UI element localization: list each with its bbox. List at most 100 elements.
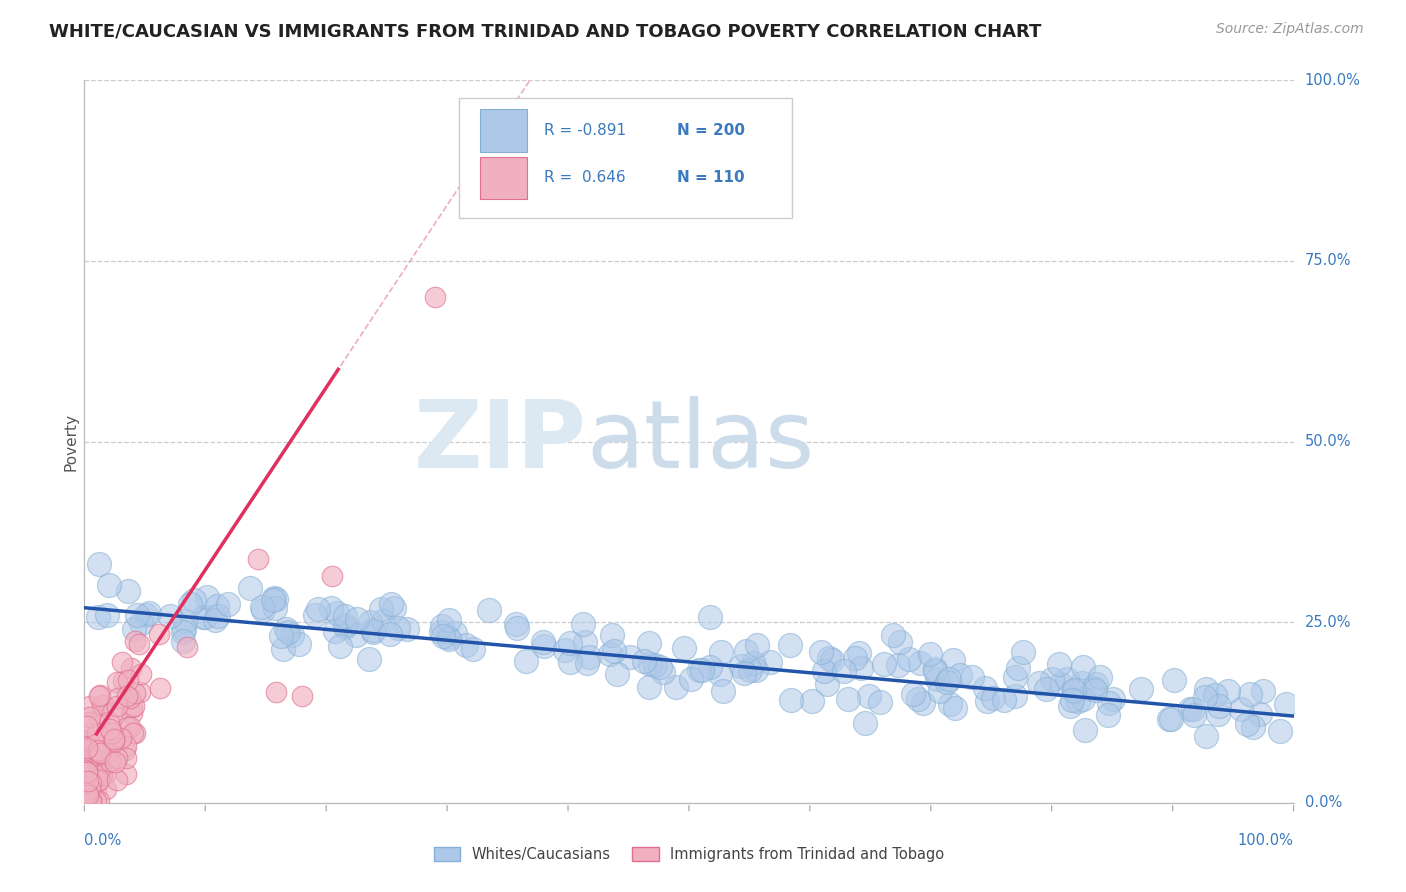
- Point: [264, 600, 287, 615]
- Point: [918, 647, 941, 661]
- Point: [463, 642, 485, 657]
- Point: [515, 654, 537, 668]
- Point: [114, 743, 136, 757]
- Point: [558, 655, 581, 669]
- Point: [79, 794, 101, 808]
- Point: [122, 726, 145, 740]
- Point: [454, 638, 477, 652]
- Point: [924, 662, 946, 676]
- Point: [91, 746, 114, 760]
- Point: [111, 655, 134, 669]
- Point: [396, 622, 419, 636]
- Point: [76, 741, 98, 756]
- Point: [276, 622, 298, 636]
- Text: N = 110: N = 110: [676, 170, 744, 186]
- Point: [105, 674, 128, 689]
- Point: [927, 673, 949, 687]
- Point: [76, 743, 98, 757]
- Text: ZIP: ZIP: [413, 395, 586, 488]
- Point: [128, 637, 150, 651]
- Point: [939, 697, 962, 711]
- Point: [478, 603, 501, 617]
- Text: 75.0%: 75.0%: [1305, 253, 1351, 268]
- Point: [844, 651, 866, 665]
- Text: WHITE/CAUCASIAN VS IMMIGRANTS FROM TRINIDAD AND TOBAGO POVERTY CORRELATION CHART: WHITE/CAUCASIAN VS IMMIGRANTS FROM TRINI…: [49, 22, 1042, 40]
- Point: [346, 628, 368, 642]
- Point: [264, 684, 287, 698]
- Point: [1182, 702, 1205, 716]
- Point: [928, 684, 950, 698]
- Point: [138, 606, 160, 620]
- Point: [110, 731, 132, 746]
- Point: [121, 706, 143, 720]
- Point: [76, 774, 98, 789]
- Point: [73, 794, 96, 808]
- Point: [938, 672, 960, 686]
- Point: [672, 641, 695, 656]
- Point: [976, 694, 998, 708]
- Text: 100.0%: 100.0%: [1237, 833, 1294, 848]
- Point: [1098, 696, 1121, 710]
- Point: [172, 624, 194, 639]
- Point: [935, 675, 957, 690]
- Point: [733, 665, 755, 680]
- Point: [117, 673, 139, 688]
- Point: [439, 632, 461, 646]
- Point: [115, 751, 138, 765]
- Point: [1060, 692, 1083, 706]
- Point: [263, 591, 285, 605]
- Legend: Whites/Caucasians, Immigrants from Trinidad and Tobago: Whites/Caucasians, Immigrants from Trini…: [427, 841, 950, 868]
- Point: [323, 624, 346, 639]
- Point: [1073, 723, 1095, 738]
- Point: [107, 751, 129, 765]
- Point: [1004, 670, 1026, 684]
- Text: Source: ZipAtlas.com: Source: ZipAtlas.com: [1216, 22, 1364, 37]
- Point: [949, 668, 972, 682]
- Point: [100, 755, 122, 769]
- Point: [333, 620, 356, 634]
- Point: [779, 638, 801, 652]
- Point: [576, 656, 599, 670]
- Point: [730, 659, 752, 673]
- Point: [94, 746, 117, 760]
- Point: [75, 794, 97, 808]
- Point: [1028, 676, 1050, 690]
- Point: [574, 634, 596, 648]
- Point: [79, 709, 101, 723]
- Point: [179, 597, 201, 611]
- Point: [173, 622, 195, 636]
- Point: [105, 699, 128, 714]
- Point: [692, 663, 714, 677]
- Point: [1160, 712, 1182, 726]
- Point: [82, 748, 104, 763]
- Point: [172, 633, 194, 648]
- Point: [901, 687, 924, 701]
- Point: [962, 670, 984, 684]
- Point: [191, 610, 214, 624]
- Point: [800, 693, 823, 707]
- Point: [848, 646, 870, 660]
- Point: [115, 689, 138, 703]
- Point: [75, 794, 97, 808]
- Point: [1241, 720, 1264, 734]
- Point: [758, 655, 780, 669]
- Point: [80, 761, 103, 775]
- Point: [619, 650, 641, 665]
- Point: [745, 638, 768, 652]
- Point: [361, 625, 384, 640]
- Point: [1236, 716, 1258, 731]
- Point: [326, 606, 349, 620]
- Point: [76, 760, 98, 774]
- Point: [73, 784, 96, 798]
- Point: [93, 698, 115, 712]
- Point: [307, 602, 329, 616]
- Point: [889, 635, 911, 649]
- Point: [122, 699, 145, 714]
- Point: [810, 645, 832, 659]
- Point: [86, 782, 108, 797]
- Point: [101, 726, 124, 740]
- Point: [105, 773, 128, 788]
- Point: [75, 794, 97, 808]
- Point: [710, 645, 733, 659]
- Point: [135, 608, 157, 623]
